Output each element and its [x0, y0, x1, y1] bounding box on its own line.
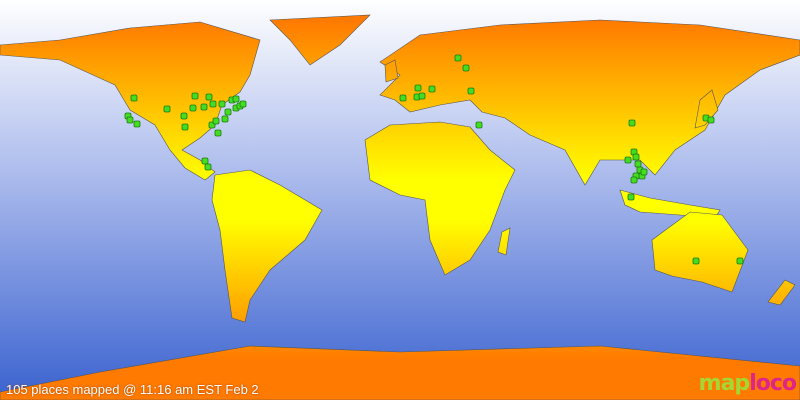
place-marker[interactable] — [692, 257, 700, 265]
place-marker[interactable] — [462, 64, 470, 72]
new-zealand — [767, 279, 796, 306]
logo-text-loco: loco — [749, 371, 797, 396]
greenland — [269, 14, 371, 66]
place-marker[interactable] — [627, 193, 635, 201]
place-marker[interactable] — [467, 87, 475, 95]
place-marker[interactable] — [707, 116, 715, 124]
place-marker[interactable] — [418, 92, 426, 100]
place-marker[interactable] — [224, 108, 232, 116]
africa — [364, 121, 516, 276]
place-marker[interactable] — [205, 93, 213, 101]
place-marker[interactable] — [218, 100, 226, 108]
north-america — [0, 21, 261, 181]
place-marker[interactable] — [201, 157, 209, 165]
place-marker[interactable] — [180, 112, 188, 120]
australia — [651, 211, 749, 293]
uk — [384, 59, 399, 83]
place-marker[interactable] — [414, 84, 422, 92]
place-marker[interactable] — [212, 117, 220, 125]
place-marker[interactable] — [630, 176, 638, 184]
logo-text-map: map — [698, 371, 751, 396]
place-marker[interactable] — [204, 163, 212, 171]
place-marker[interactable] — [239, 100, 247, 108]
place-marker[interactable] — [214, 129, 222, 137]
place-marker[interactable] — [221, 115, 229, 123]
antarctica — [0, 345, 800, 400]
place-marker[interactable] — [428, 85, 436, 93]
place-marker[interactable] — [130, 94, 138, 102]
maploco-logo[interactable]: maploco — [698, 371, 797, 396]
eurasia — [379, 19, 800, 186]
place-marker[interactable] — [189, 104, 197, 112]
place-marker[interactable] — [454, 54, 462, 62]
place-marker[interactable] — [126, 116, 134, 124]
south-america — [211, 169, 323, 323]
place-marker[interactable] — [624, 156, 632, 164]
place-markers — [124, 54, 744, 265]
place-marker[interactable] — [632, 153, 640, 161]
place-marker[interactable] — [209, 100, 217, 108]
place-marker[interactable] — [200, 103, 208, 111]
place-marker[interactable] — [640, 168, 648, 176]
place-marker[interactable] — [133, 120, 141, 128]
place-marker[interactable] — [475, 121, 483, 129]
place-marker[interactable] — [232, 95, 240, 103]
place-marker[interactable] — [191, 92, 199, 100]
place-marker[interactable] — [181, 123, 189, 131]
place-marker[interactable] — [736, 257, 744, 265]
place-marker[interactable] — [163, 105, 171, 113]
place-marker[interactable] — [628, 119, 636, 127]
madagascar — [497, 227, 511, 256]
place-marker[interactable] — [399, 94, 407, 102]
places-mapped-caption: 105 places mapped @ 11:16 am EST Feb 2 — [6, 382, 259, 397]
place-marker[interactable] — [634, 160, 642, 168]
